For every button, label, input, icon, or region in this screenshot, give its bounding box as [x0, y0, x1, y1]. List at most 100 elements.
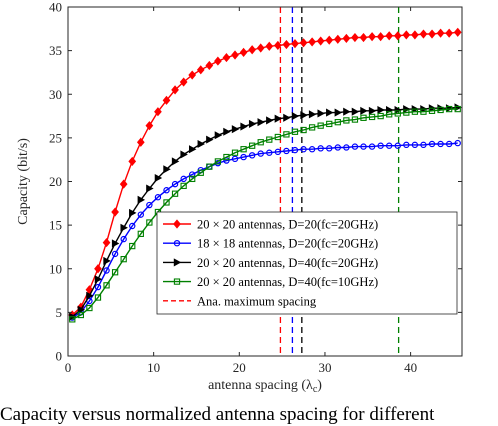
data-point	[86, 304, 93, 312]
data-point	[231, 149, 239, 156]
data-point	[223, 157, 230, 164]
data-point	[103, 267, 110, 274]
data-point	[188, 70, 197, 80]
data-point	[179, 77, 188, 87]
data-point	[445, 28, 454, 38]
data-point	[206, 135, 214, 144]
data-point	[196, 65, 205, 75]
y-axis-label: Capacity (bit/s)	[16, 138, 31, 225]
data-point	[360, 143, 367, 150]
data-point	[240, 146, 247, 153]
figure-caption: Capacity versus normalized antenna spaci…	[0, 404, 435, 425]
data-point	[394, 110, 401, 117]
data-point	[325, 35, 334, 45]
data-point	[154, 194, 162, 201]
legend-label: 20 × 20 antennas, D=40(fc=20GHz)	[197, 256, 378, 270]
data-point	[419, 29, 428, 39]
data-point	[146, 219, 153, 226]
legend-entry: 20 × 20 antennas, D=20(fc=20GHz)	[163, 218, 378, 232]
data-point	[94, 294, 102, 301]
data-point	[333, 34, 342, 44]
data-point	[428, 29, 436, 39]
data-point	[300, 111, 308, 120]
x-tick-label: 30	[318, 360, 331, 375]
data-point	[120, 223, 128, 232]
data-point	[360, 106, 368, 115]
data-point	[394, 142, 401, 149]
data-point	[257, 118, 265, 127]
data-point	[240, 122, 248, 131]
x-tick-label: 0	[65, 360, 72, 375]
data-point	[266, 149, 273, 156]
y-tick-label: 25	[49, 130, 62, 145]
data-point	[317, 145, 324, 152]
data-point	[136, 137, 145, 147]
data-point	[137, 230, 144, 237]
data-point	[77, 311, 84, 319]
data-point	[214, 56, 222, 66]
data-point	[368, 106, 377, 115]
data-point	[214, 158, 222, 165]
series-line	[71, 108, 458, 321]
legend-label: Ana. maximum spacing	[197, 294, 317, 308]
data-point	[377, 142, 384, 149]
y-tick-label: 0	[56, 349, 63, 364]
data-point	[446, 105, 453, 113]
data-point	[188, 171, 196, 178]
data-point	[334, 119, 341, 126]
data-point	[266, 136, 273, 143]
data-point	[137, 211, 145, 218]
series	[69, 103, 462, 321]
series	[69, 105, 461, 323]
y-tick-label: 40	[49, 0, 62, 15]
data-point	[403, 105, 411, 114]
legend-entry: 18 × 18 antennas, D=20(fc=20GHz)	[163, 237, 378, 251]
legend-entry: Ana. maximum spacing	[163, 294, 317, 308]
data-point	[359, 32, 368, 43]
data-point	[173, 239, 181, 247]
data-point	[128, 156, 137, 167]
y-tick-label: 35	[49, 43, 62, 58]
data-point	[274, 114, 283, 123]
data-point	[411, 108, 419, 115]
data-point	[402, 30, 411, 40]
x-axis-label: antenna spacing (λc)	[208, 378, 322, 395]
data-point	[385, 142, 393, 149]
data-point	[308, 124, 316, 131]
data-point	[111, 207, 119, 217]
data-point	[77, 305, 86, 314]
data-point	[386, 111, 393, 118]
data-point	[343, 107, 351, 116]
legend-entry: 20 × 20 antennas, D=40(fc=10GHz)	[163, 275, 378, 289]
data-point	[326, 108, 334, 117]
data-point	[129, 208, 137, 217]
data-point	[171, 190, 179, 197]
y-tick-label: 15	[49, 218, 62, 233]
data-point	[351, 32, 359, 43]
data-point	[420, 108, 427, 115]
data-point	[317, 109, 325, 118]
data-point	[248, 45, 257, 55]
data-point	[173, 219, 181, 229]
legend: 20 × 20 antennas, D=20(fc=20GHz) 18 × 18 …	[156, 211, 458, 315]
data-point	[173, 258, 182, 267]
data-point	[69, 316, 76, 323]
data-point	[428, 107, 436, 114]
data-point	[266, 116, 274, 125]
data-point	[239, 47, 248, 57]
data-point	[334, 144, 342, 151]
capacity-chart: 0 10 20 30 40 0 5 10 15 20 25 30 35 40 antenna spacin…	[16, 0, 463, 395]
x-tick-label: 20	[233, 360, 246, 375]
legend-box	[156, 211, 458, 315]
data-point	[342, 33, 351, 43]
data-point	[360, 114, 367, 121]
data-point	[173, 278, 181, 285]
data-point	[343, 144, 350, 151]
data-point	[223, 127, 231, 136]
data-point	[154, 173, 163, 183]
data-point	[403, 141, 410, 149]
data-point	[111, 269, 119, 276]
data-point	[317, 122, 324, 129]
data-point	[163, 199, 170, 206]
data-point	[308, 37, 316, 47]
